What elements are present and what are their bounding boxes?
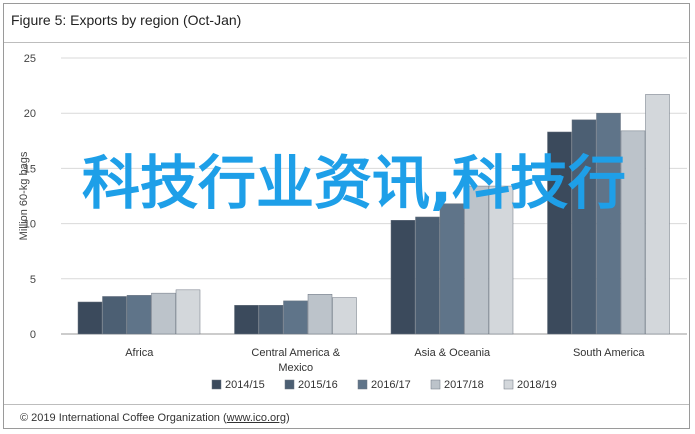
bar — [439, 203, 465, 335]
bar — [547, 131, 572, 335]
bar — [77, 301, 103, 335]
y-axis-label: Million 60-kg bags — [18, 151, 30, 240]
bar — [571, 119, 597, 335]
bar — [415, 216, 440, 335]
bar — [464, 185, 489, 335]
legend-swatch — [357, 379, 368, 390]
chart-title: Figure 5: Exports by region (Oct-Jan) — [11, 12, 242, 28]
x-tick-label: South America — [573, 347, 645, 359]
legend-swatch — [284, 379, 295, 390]
bar — [234, 305, 259, 335]
bar — [620, 130, 646, 335]
legend-label: 2016/17 — [371, 379, 411, 391]
bar — [102, 296, 127, 335]
watermark-overlay: 科技行业资讯,科技行 — [81, 149, 627, 217]
footer-prefix: © 2019 International Coffee Organization… — [20, 412, 227, 424]
bar — [332, 297, 357, 335]
legend-swatch — [430, 379, 441, 390]
legend-label: 2014/15 — [225, 379, 265, 391]
footer-credit: © 2019 International Coffee Organization… — [20, 412, 290, 424]
y-tick-label: 5 — [30, 274, 36, 286]
y-tick-label: 25 — [24, 53, 36, 65]
bar — [596, 112, 621, 335]
bar-chart: 0 5 10 15 20 25 Million 60-kg bags Africa Centra… — [18, 53, 687, 391]
legend-swatch — [211, 379, 222, 390]
bar — [307, 294, 333, 335]
bar — [175, 289, 201, 335]
bar — [126, 295, 152, 335]
figure-frame: Figure 5: Exports by region (Oct-Jan) 0 5… — [3, 3, 690, 429]
bar — [151, 292, 176, 335]
x-tick-label: Africa — [125, 347, 154, 359]
y-tick-label: 15 — [24, 163, 36, 175]
bar — [390, 220, 416, 335]
bar — [283, 300, 308, 335]
legend-label: 2017/18 — [444, 379, 484, 391]
x-tick-label: Central America & — [251, 347, 340, 359]
legend-swatch — [503, 379, 514, 390]
title-divider — [4, 42, 689, 43]
footer-divider — [4, 404, 689, 405]
bar — [488, 185, 514, 335]
x-tick-label: Asia & Oceania — [414, 347, 491, 359]
bar — [258, 305, 284, 335]
y-tick-label: 20 — [24, 108, 36, 120]
bar — [645, 94, 670, 335]
y-tick-label: 0 — [30, 329, 36, 341]
legend-label: 2018/19 — [517, 379, 557, 391]
x-tick-label: Mexico — [278, 362, 313, 374]
legend-label: 2015/16 — [298, 379, 338, 391]
footer-link[interactable]: www.ico.org — [226, 412, 286, 424]
y-tick-label: 10 — [24, 219, 36, 231]
footer-suffix: ) — [285, 412, 290, 424]
